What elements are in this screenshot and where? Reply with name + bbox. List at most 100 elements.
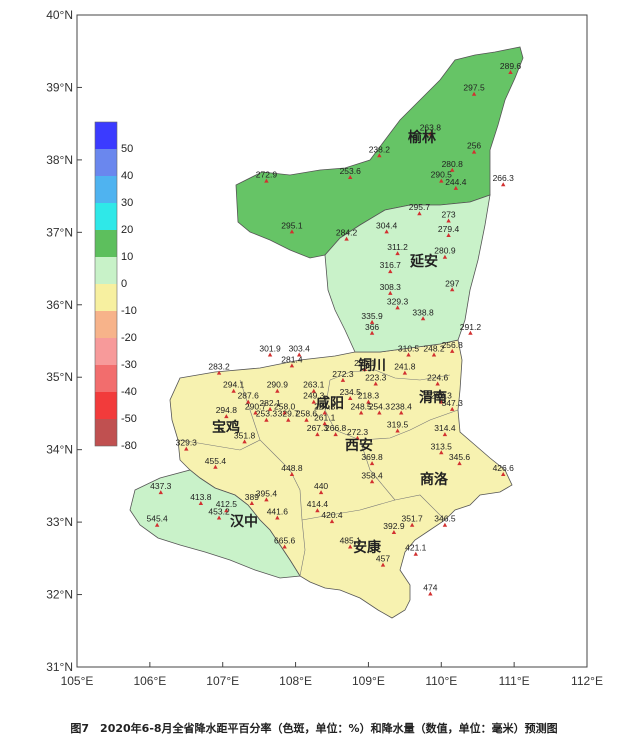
station-marker xyxy=(304,417,309,422)
station-value: 389 xyxy=(245,492,259,502)
station: 287.6 xyxy=(238,391,260,404)
station-marker xyxy=(348,395,353,400)
y-tick-label: 35°N xyxy=(46,370,73,384)
station: 223.3 xyxy=(365,372,387,386)
station-value: 266.3 xyxy=(493,173,515,183)
station-value: 223.3 xyxy=(365,372,387,382)
legend-label: 20 xyxy=(121,224,133,236)
station: 266.3 xyxy=(493,173,515,187)
station-marker xyxy=(289,472,295,477)
station: 421.1 xyxy=(405,543,427,556)
station-marker xyxy=(417,211,422,216)
city-label-hanzhong: 汉中 xyxy=(230,513,258,530)
station: 545.4 xyxy=(147,514,168,527)
station-value: 303.4 xyxy=(289,343,311,353)
station-value: 283.2 xyxy=(208,362,230,372)
station-value: 269.3 xyxy=(431,391,453,401)
station-value: 426.6 xyxy=(493,463,515,473)
station-marker xyxy=(395,305,400,310)
station-marker xyxy=(355,435,360,440)
station: 256.8 xyxy=(442,340,463,353)
city-label-shangluo: 商洛 xyxy=(420,471,449,488)
station-marker xyxy=(275,388,280,393)
station: 366 xyxy=(365,322,379,335)
station: 269.3 xyxy=(431,391,453,404)
station: 241.8 xyxy=(394,362,416,375)
station-value: 311.2 xyxy=(387,242,408,252)
station-value: 437.3 xyxy=(150,481,172,491)
station-marker xyxy=(253,410,258,415)
station-value: 351.8 xyxy=(234,430,256,440)
station-marker xyxy=(358,410,364,415)
city-labels: 榆林 延安 铜川 宝鸡 咸阳 渭南 西安 商洛 汉中 安康 xyxy=(212,129,449,556)
legend-swatch xyxy=(95,392,117,419)
legend-swatch xyxy=(95,203,117,230)
station-value: 366 xyxy=(365,322,379,332)
station-value: 273 xyxy=(441,209,455,219)
station-value: 227.3 xyxy=(314,401,336,411)
city-label-yanan: 延安 xyxy=(409,253,438,270)
station-value: 455.4 xyxy=(205,456,227,466)
station-marker xyxy=(231,388,236,393)
station: 294.8 xyxy=(216,405,238,419)
station-marker xyxy=(508,69,513,74)
station-marker xyxy=(402,370,408,375)
station-value: 319.5 xyxy=(387,420,409,430)
station-marker xyxy=(471,149,477,154)
station-value: 279.4 xyxy=(438,224,460,234)
station-value: 310.5 xyxy=(398,343,420,353)
station-value: 248.2 xyxy=(423,343,445,353)
station-marker xyxy=(322,421,327,426)
station-value: 230.1 xyxy=(354,358,376,368)
station: 392.9 xyxy=(383,521,405,534)
station: 248.2 xyxy=(423,343,445,357)
station: 258.6 xyxy=(296,409,317,422)
station: 256 xyxy=(467,141,481,154)
station-marker xyxy=(286,417,291,422)
station: 413.8 xyxy=(190,492,212,505)
station: 297 xyxy=(445,278,460,292)
station-value: 295.7 xyxy=(409,202,431,212)
station: 266.8 xyxy=(325,423,347,437)
y-tick-label: 37°N xyxy=(46,225,73,239)
y-tick-label: 32°N xyxy=(46,588,73,602)
station-value: 254.3 xyxy=(369,401,391,411)
station-value: 665.6 xyxy=(274,535,296,545)
station-value: 280.8 xyxy=(442,159,464,169)
station-marker xyxy=(249,501,255,505)
station-value: 413.8 xyxy=(190,492,212,502)
station-marker xyxy=(282,544,287,549)
station-value: 316.7 xyxy=(380,260,402,270)
station-value: 294.1 xyxy=(223,380,245,390)
x-tick-label: 107°E xyxy=(206,674,239,688)
station-value: 440 xyxy=(314,481,328,491)
station-marker xyxy=(471,91,477,96)
y-tick-label: 40°N xyxy=(46,8,73,22)
station: 218.3 xyxy=(358,391,379,404)
station: 426.6 xyxy=(493,463,515,477)
station-value: 284.2 xyxy=(336,228,358,238)
station-value: 287.6 xyxy=(238,391,260,401)
station-value: 346.5 xyxy=(434,514,456,524)
station-marker xyxy=(154,522,160,527)
station-marker xyxy=(340,377,346,382)
station: 291.2 xyxy=(460,322,481,335)
station: 316.7 xyxy=(380,260,402,274)
station-marker xyxy=(369,330,375,335)
station: 437.3 xyxy=(150,481,172,495)
station: 248.5 xyxy=(351,401,372,415)
station-marker xyxy=(409,522,415,527)
station: 457 xyxy=(376,554,390,567)
x-tick-label: 108°E xyxy=(279,674,312,688)
station: 263.1 xyxy=(303,380,325,393)
station-marker xyxy=(289,363,295,368)
station-value: 421.1 xyxy=(405,543,427,553)
colorbar-legend: 50 40 30 20 10 0 -10 -20 -30 -40 -50 -80 xyxy=(94,121,137,452)
station-marker xyxy=(399,410,404,415)
city-label-baoji: 宝鸡 xyxy=(212,419,240,436)
station: 308.3 xyxy=(380,282,401,295)
station-marker xyxy=(282,410,287,415)
station-value: 294.8 xyxy=(216,405,238,415)
station: 267.3 xyxy=(307,423,328,437)
station-value: 351.7 xyxy=(402,514,424,524)
